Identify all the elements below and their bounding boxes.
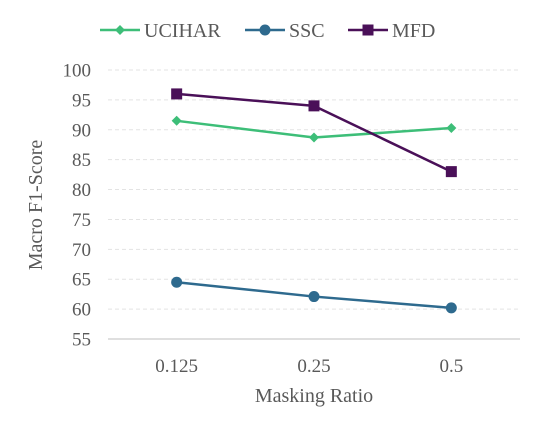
data-point-ucihar xyxy=(171,115,182,126)
x-tick-label: 0.125 xyxy=(155,356,198,377)
axes: 55 60 65 70 75 80 85 90 95 100 0.125 0.25 0.5 xyxy=(63,61,520,377)
y-tick-label: 65 xyxy=(72,270,91,291)
data-point-ssc xyxy=(308,291,320,303)
y-tick-label: 75 xyxy=(72,210,91,231)
legend-marker-mfd xyxy=(362,24,374,36)
y-tick-label: 95 xyxy=(72,90,91,111)
data-point-ssc xyxy=(445,302,457,314)
y-axis-title: Macro F1-Score xyxy=(25,140,47,271)
legend-label-mfd: MFD xyxy=(392,20,435,42)
data-point-ssc xyxy=(171,276,183,288)
y-tick-label: 55 xyxy=(72,330,91,351)
legend-item-ucihar: UCIHAR xyxy=(100,20,221,42)
x-tick-label: 0.25 xyxy=(297,356,330,377)
y-tick-label: 90 xyxy=(72,120,91,141)
gridlines xyxy=(108,69,520,310)
data-point-mfd xyxy=(445,166,457,178)
data-point-ucihar xyxy=(446,122,457,133)
x-tick-label: 0.5 xyxy=(439,356,463,377)
x-axis-title: Masking Ratio xyxy=(255,385,373,407)
data-point-mfd xyxy=(171,88,183,100)
y-tick-label: 60 xyxy=(72,300,91,321)
data-point-mfd xyxy=(308,100,320,112)
y-tick-label: 100 xyxy=(63,61,92,82)
legend-item-ssc: SSC xyxy=(245,20,325,42)
legend-marker-ucihar xyxy=(115,25,125,35)
legend-label-ssc: SSC xyxy=(289,20,325,42)
legend-label-ucihar: UCIHAR xyxy=(144,20,221,42)
y-tick-label: 85 xyxy=(72,150,91,171)
legend: UCIHAR SSC MFD xyxy=(100,20,435,42)
series-group xyxy=(171,88,457,314)
y-tick-label: 80 xyxy=(72,180,91,201)
legend-marker-ssc xyxy=(259,24,271,36)
y-tick-label: 70 xyxy=(72,240,91,261)
data-point-ucihar xyxy=(309,132,319,143)
legend-item-mfd: MFD xyxy=(348,20,435,42)
